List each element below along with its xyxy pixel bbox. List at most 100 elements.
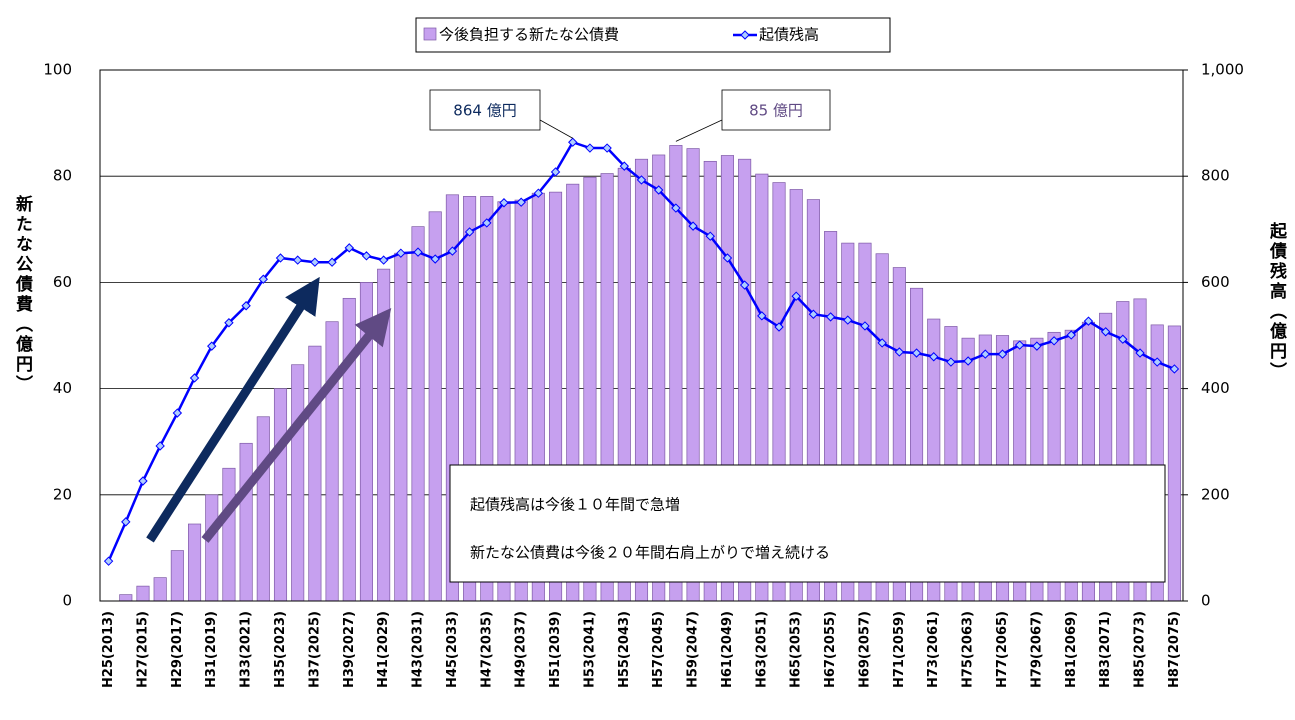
- line-marker: [705, 231, 715, 241]
- bar: [188, 523, 202, 602]
- y2-tick-label: 400: [1201, 379, 1230, 397]
- line-marker: [739, 280, 750, 290]
- line-marker: [791, 291, 801, 301]
- line-marker: [224, 318, 234, 328]
- bar: [325, 321, 339, 602]
- line-marker: [877, 338, 887, 348]
- line-marker: [636, 175, 647, 185]
- bar: [377, 268, 391, 602]
- line-marker: [1135, 348, 1145, 358]
- callout-leader: [539, 119, 573, 139]
- line-marker: [843, 315, 853, 325]
- x-tick-label: H87(2075): [1167, 611, 1182, 688]
- legend-swatch: [423, 27, 437, 41]
- line-marker: [671, 203, 681, 213]
- line-marker: [292, 255, 303, 265]
- line-marker: [327, 257, 337, 267]
- line-marker: [499, 198, 509, 208]
- x-tick-label: H81(2069): [1064, 611, 1079, 688]
- line-marker: [430, 254, 440, 264]
- bar: [170, 550, 184, 602]
- line-marker: [1032, 341, 1042, 351]
- line-marker: [997, 349, 1008, 359]
- x-tick-label: H41(2029): [376, 611, 391, 688]
- line-marker: [688, 221, 698, 231]
- bar: [205, 494, 219, 602]
- line-marker: [241, 301, 251, 311]
- bar: [222, 467, 236, 602]
- line-marker: [275, 253, 286, 263]
- line-marker: [722, 253, 733, 263]
- callout-text: 85 億円: [749, 102, 803, 120]
- line-marker: [378, 255, 389, 265]
- x-tick-label: H25(2013): [101, 611, 116, 688]
- line-marker: [1014, 340, 1025, 350]
- line-marker: [310, 257, 320, 267]
- x-tick-label: H43(2031): [411, 611, 426, 688]
- x-tick-label: H39(2027): [342, 611, 357, 688]
- x-tick-label: H31(2019): [204, 611, 219, 688]
- line-marker: [894, 347, 905, 357]
- line-marker: [1118, 334, 1128, 344]
- y-tick-label: 80: [53, 167, 72, 185]
- line-marker: [585, 143, 595, 153]
- line-marker: [653, 185, 664, 195]
- line-marker: [155, 441, 165, 451]
- y2-tick-label: 0: [1201, 592, 1211, 610]
- line-marker: [103, 556, 114, 566]
- x-tick-label: H67(2055): [823, 611, 838, 688]
- line-marker: [189, 373, 200, 383]
- line-marker: [757, 311, 767, 321]
- bar: [136, 585, 150, 602]
- x-tick-label: H77(2065): [995, 611, 1010, 688]
- line-marker: [808, 309, 819, 319]
- legend-box: [415, 17, 891, 53]
- y-axis-title: 新たな公債費（億円）: [12, 194, 34, 395]
- x-tick-label: H61(2049): [720, 611, 735, 688]
- bar: [239, 442, 253, 602]
- bar: [273, 388, 288, 602]
- callout-box: [721, 89, 831, 131]
- line-marker: [121, 517, 131, 527]
- y2-tick-label: 200: [1201, 485, 1230, 503]
- bar: [411, 226, 425, 602]
- line-marker: [911, 348, 922, 358]
- line-marker: [1066, 330, 1076, 340]
- line-marker: [619, 161, 630, 171]
- x-tick-label: H57(2045): [651, 611, 666, 688]
- line-marker: [980, 349, 991, 359]
- line-marker: [447, 246, 458, 256]
- x-tick-label: H35(2023): [273, 611, 288, 688]
- annotation-text: 新たな公債費は今後２０年間右肩上がりで増え続ける: [470, 544, 830, 562]
- plot-frame: [99, 69, 1184, 602]
- bar: [308, 345, 322, 602]
- bar: [291, 364, 305, 602]
- line-marker: [1083, 316, 1094, 326]
- line-marker: [207, 341, 217, 351]
- line-marker: [568, 137, 578, 147]
- legend-label: 今後負担する新たな公債費: [439, 26, 619, 44]
- y2-tick-label: 1,000: [1201, 61, 1244, 79]
- y-tick-label: 20: [53, 485, 72, 503]
- legend-marker: [740, 30, 750, 40]
- callout-box: [429, 89, 541, 131]
- bar: [119, 594, 133, 602]
- y-tick-label: 100: [43, 61, 72, 79]
- x-tick-label: H55(2043): [617, 611, 632, 688]
- x-tick-label: H71(2059): [892, 611, 907, 688]
- line-marker: [533, 188, 544, 198]
- x-tick-label: H83(2071): [1098, 611, 1113, 688]
- legend-label: 起債残高: [759, 26, 819, 44]
- line-marker: [946, 357, 956, 367]
- x-tick-label: H53(2041): [582, 611, 597, 688]
- line-marker: [138, 476, 148, 486]
- x-tick-label: H37(2025): [307, 611, 322, 688]
- x-tick-label: H63(2051): [754, 611, 769, 688]
- annotation-text: 起債残高は今後１０年間で急増: [470, 496, 680, 514]
- line-marker: [482, 218, 492, 228]
- line-marker: [1049, 336, 1059, 346]
- line-marker: [825, 312, 836, 322]
- line-marker: [860, 321, 870, 331]
- line-marker: [929, 352, 939, 362]
